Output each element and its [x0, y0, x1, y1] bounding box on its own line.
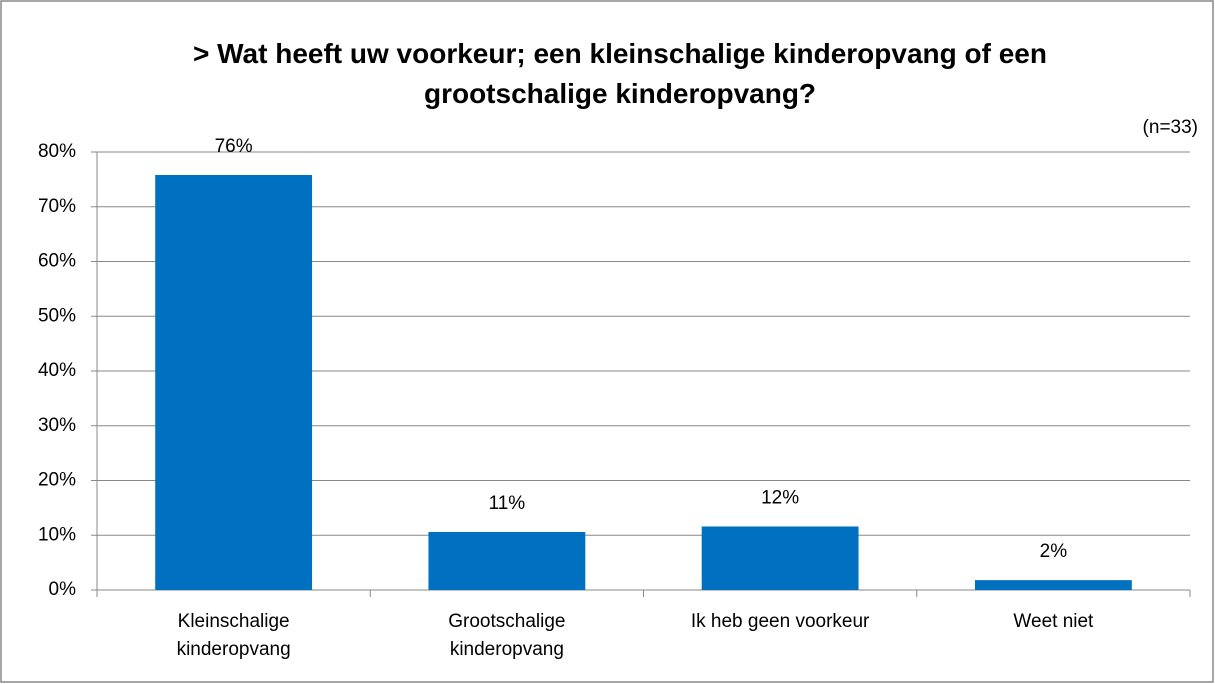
- bar: [974, 580, 1132, 590]
- data-label: 12%: [761, 488, 799, 509]
- y-tick-label: 40%: [38, 360, 76, 381]
- x-tick-label: Weet niet: [1013, 611, 1094, 632]
- chart-title: > Wat heeft uw voorkeur; een kleinschali…: [193, 38, 1047, 109]
- bar: [428, 531, 586, 590]
- bar: [155, 174, 313, 590]
- x-tick-label: Ik heb geen voorkeur: [690, 611, 870, 632]
- y-tick-label: 20%: [38, 470, 76, 491]
- bar: [701, 526, 859, 590]
- y-tick-label: 80%: [38, 141, 76, 162]
- y-tick-label: 60%: [38, 251, 76, 272]
- sample-size: (n=33): [1143, 117, 1198, 138]
- data-label: 76%: [215, 136, 253, 157]
- y-tick-label: 30%: [38, 415, 76, 436]
- y-tick-label: 50%: [38, 305, 76, 326]
- data-label: 11%: [489, 493, 526, 514]
- data-label: 2%: [1040, 541, 1068, 562]
- y-tick-label: 70%: [38, 196, 76, 217]
- x-tick-label: Grootschalige kinderopvang: [448, 611, 566, 660]
- y-tick-label: 0%: [49, 579, 77, 600]
- y-tick-label: 10%: [38, 524, 76, 545]
- x-tick-label: Kleinschalige kinderopvang: [176, 611, 291, 660]
